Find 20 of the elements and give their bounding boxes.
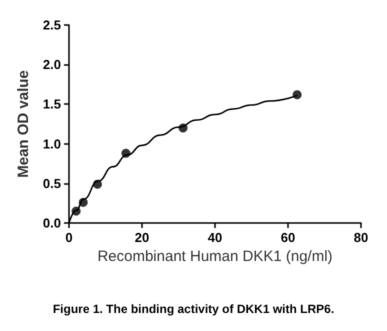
- caption: Figure 1. The binding activity of DKK1 with LRP6.: [52, 302, 334, 316]
- point: [121, 148, 130, 158]
- y-tick-label: 2.0: [42, 57, 61, 72]
- point: [72, 206, 81, 216]
- point: [292, 90, 302, 100]
- y-tick-label: 0.5: [42, 176, 61, 191]
- y-tick-label: 0.0: [42, 216, 61, 230]
- x-tick-label: 20: [134, 230, 150, 245]
- y-tick-label: 2.5: [42, 18, 61, 32]
- x-tick-label: 80: [354, 230, 368, 245]
- y-tick-label: 1.5: [42, 96, 61, 112]
- point: [92, 180, 102, 189]
- point: [178, 123, 188, 132]
- x-axis-title: Recombinant Human DKK1 (ng/ml): [97, 248, 333, 265]
- x-tick-label: 0: [65, 230, 73, 245]
- y-tick-label: 1.0: [42, 136, 61, 152]
- x-tick-label: 40: [208, 230, 222, 245]
- y-axis-title: Mean OD value: [15, 70, 32, 178]
- point: [78, 198, 88, 207]
- x-tick-label: 60: [280, 230, 296, 245]
